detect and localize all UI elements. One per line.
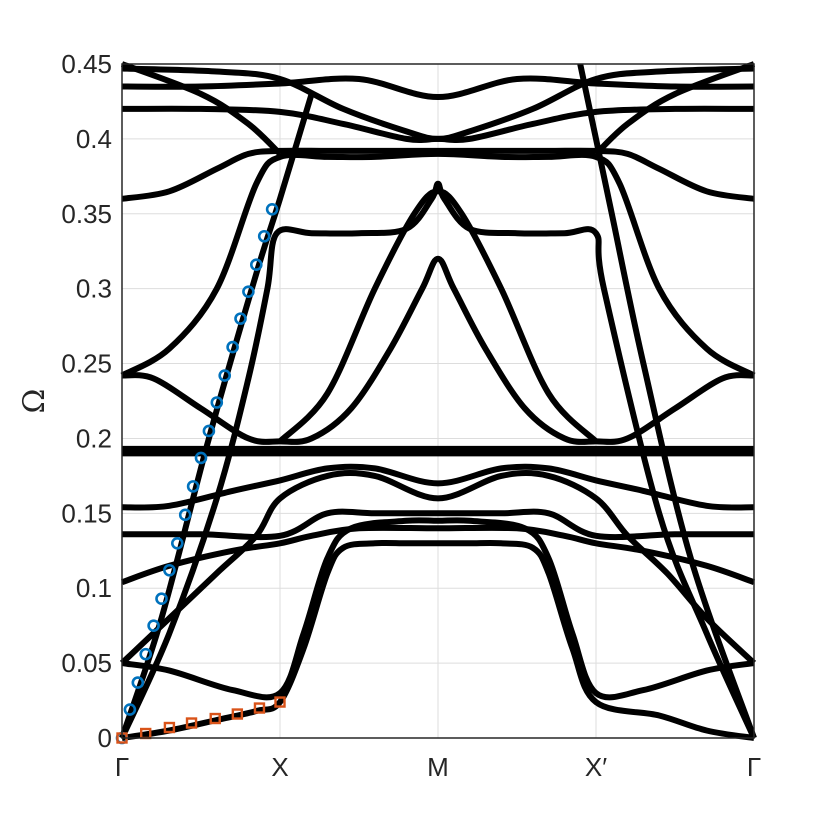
circle-marker <box>123 703 137 716</box>
y-tick-label: 0.05 <box>61 648 112 678</box>
x-tick-label: X <box>271 752 288 782</box>
circle-marker <box>202 424 216 438</box>
circle-marker <box>194 451 208 465</box>
y-tick-label: 0.1 <box>76 573 112 603</box>
x-tick-label: Γ <box>747 752 761 782</box>
band-curves <box>119 61 757 741</box>
circle-marker <box>131 676 145 689</box>
circle-marker <box>147 619 160 632</box>
y-tick-label: 0.2 <box>76 423 112 453</box>
circle-marker <box>265 202 279 216</box>
y-tick-label: 0.35 <box>61 199 112 229</box>
circle-markers <box>115 202 279 745</box>
x-tick-label: X′ <box>585 752 607 782</box>
band-curve <box>121 508 755 541</box>
band-curve <box>121 147 755 202</box>
band-curve <box>277 188 599 444</box>
y-tick-label: 0 <box>98 723 112 753</box>
band-curve <box>121 75 755 100</box>
circle-marker <box>163 563 176 577</box>
band-curve <box>121 65 755 142</box>
band-curve <box>121 517 755 701</box>
circle-marker <box>186 480 200 493</box>
y-tick-label: 0.4 <box>76 124 112 154</box>
circle-marker <box>242 285 255 298</box>
band-curve <box>121 463 755 511</box>
square-marker <box>185 717 198 729</box>
circle-marker <box>178 508 192 522</box>
x-tick-label: M <box>427 752 449 782</box>
band-curve <box>119 180 757 740</box>
band-curve <box>121 255 755 445</box>
circle-marker <box>171 536 184 550</box>
x-tick-label: Γ <box>115 752 129 782</box>
circle-marker <box>155 592 168 606</box>
axes-box <box>121 63 755 739</box>
circle-marker <box>210 396 224 409</box>
band-curve <box>121 539 755 741</box>
y-tick-label: 0.3 <box>76 274 112 304</box>
band-curve <box>593 61 756 157</box>
circle-marker <box>226 340 239 354</box>
y-tick-labels: 0 0.05 0.1 0.15 0.2 0.25 0.3 0.35 0.4 0.45 <box>61 49 112 753</box>
band-curve <box>121 524 755 586</box>
band-curve <box>577 63 757 739</box>
x-tick-labels: Γ X M X′ Γ <box>115 752 761 782</box>
band-curve <box>120 61 283 157</box>
square-marker <box>209 712 221 725</box>
y-tick-label: 0.45 <box>61 49 112 79</box>
circle-marker <box>257 229 271 243</box>
circle-marker <box>218 369 231 382</box>
y-axis-label: Ω <box>17 389 52 414</box>
square-marker <box>274 696 286 708</box>
band-curve <box>119 470 757 666</box>
band-curve <box>119 93 315 739</box>
y-tick-label: 0.15 <box>61 498 112 528</box>
circle-marker <box>249 258 263 272</box>
square-marker <box>231 708 244 720</box>
circle-marker <box>139 647 152 661</box>
square-marker <box>163 721 176 734</box>
circle-marker <box>234 312 247 325</box>
y-tick-label: 0.25 <box>61 349 112 379</box>
square-marker <box>253 702 266 714</box>
